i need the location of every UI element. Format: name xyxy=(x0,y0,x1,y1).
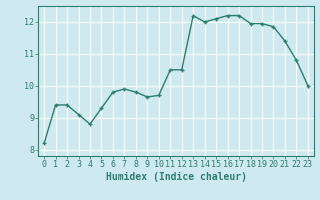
X-axis label: Humidex (Indice chaleur): Humidex (Indice chaleur) xyxy=(106,172,246,182)
